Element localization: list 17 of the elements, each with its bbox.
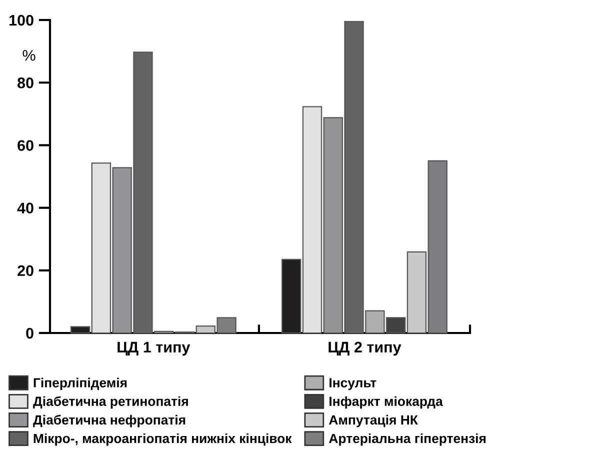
y-tick-label: 80 xyxy=(18,77,34,88)
y-tick-label: 100 xyxy=(10,14,34,26)
y-tick-label: 20 xyxy=(18,265,34,276)
legend-label: Мікро-, макроангіопатія нижніх кінцівок xyxy=(34,433,292,446)
legend-label: Ампутація НК xyxy=(329,414,418,428)
y-tick-label: 0 xyxy=(26,328,34,339)
legend-label: Гіперліпідемія xyxy=(34,378,127,390)
y-axis-title: % xyxy=(22,50,36,61)
x-tick-label: ЦД 1 типу xyxy=(118,342,190,356)
y-tick-label: 60 xyxy=(18,140,34,151)
y-tick-label: 40 xyxy=(17,202,34,214)
legend-label: Інфаркт міокарда xyxy=(330,396,443,409)
legend-label: Діабетична нефропатія xyxy=(33,414,186,428)
legend-label: Інсульт xyxy=(330,378,376,390)
legend-label: Артеріальна гіпертензія xyxy=(329,433,486,446)
x-tick-label: ЦД 2 типу xyxy=(328,342,402,356)
legend-label: Діабетична ретинопатія xyxy=(33,396,188,409)
